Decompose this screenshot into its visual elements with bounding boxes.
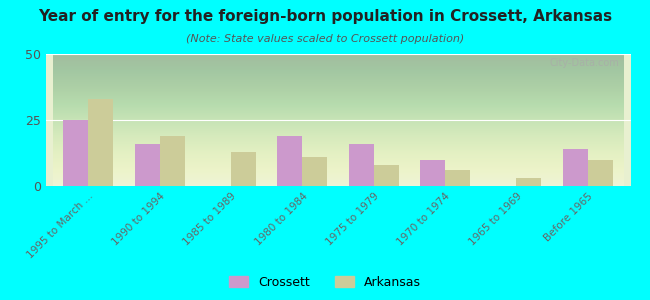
Bar [160, 136, 185, 186]
Bar [445, 170, 470, 186]
Text: City-Data.com: City-Data.com [549, 58, 619, 68]
Bar [516, 178, 541, 186]
Bar [88, 99, 113, 186]
Bar [420, 160, 445, 186]
Legend: Crossett, Arkansas: Crossett, Arkansas [224, 271, 426, 294]
Text: Year of entry for the foreign-born population in Crossett, Arkansas: Year of entry for the foreign-born popul… [38, 9, 612, 24]
Bar [563, 149, 588, 186]
Bar [63, 120, 88, 186]
Bar [231, 152, 256, 186]
Text: (Note: State values scaled to Crossett population): (Note: State values scaled to Crossett p… [186, 34, 464, 44]
Bar [374, 165, 398, 186]
Bar [348, 144, 374, 186]
Bar [135, 144, 160, 186]
Bar [302, 157, 328, 186]
Bar [278, 136, 302, 186]
Bar [588, 160, 613, 186]
